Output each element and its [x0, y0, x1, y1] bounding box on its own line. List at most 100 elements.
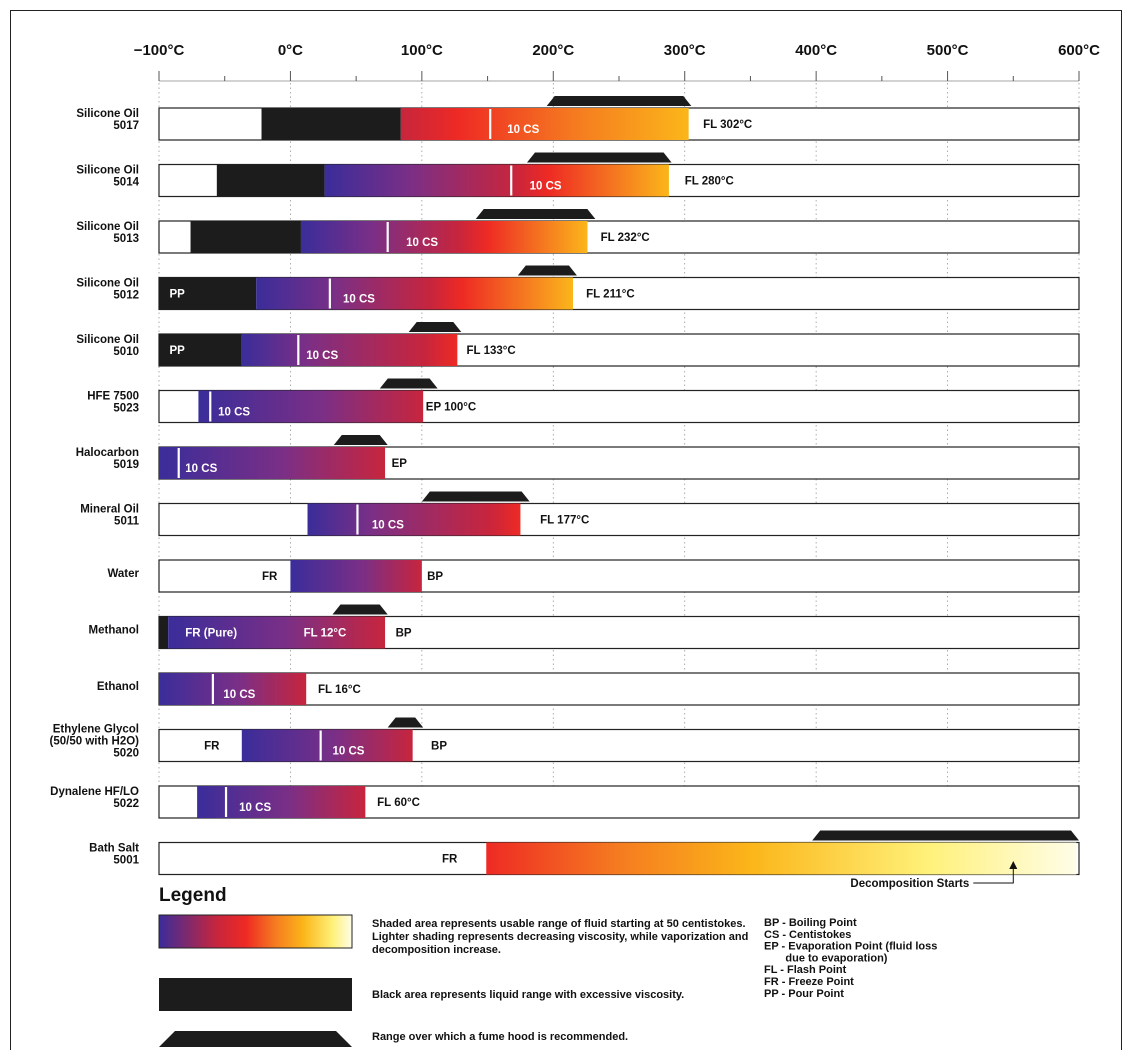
abbreviation-item: due to evaporation) — [764, 952, 888, 964]
excess-viscosity-range — [190, 221, 301, 253]
bar-label: FL 60°C — [377, 797, 420, 809]
bar-label: FL 16°C — [318, 684, 361, 696]
bar-label: FL 211°C — [586, 289, 635, 301]
bar-label: PP — [191, 176, 207, 188]
bar-label: PP — [233, 119, 249, 131]
bar-label: 10 CS — [343, 294, 375, 306]
usable-range — [198, 390, 424, 423]
fluid-name: 5012 — [113, 290, 139, 302]
bar-label: 10 CS — [185, 463, 217, 475]
abbreviation-item: BP - Boiling Point — [764, 917, 857, 929]
fluid-name: Halocarbon — [76, 447, 139, 459]
fume-hood-mark — [332, 604, 388, 615]
fluid-name: 5014 — [113, 177, 139, 189]
bar-label: PP — [170, 232, 186, 244]
excess-viscosity-range — [159, 334, 242, 366]
usable-range — [168, 616, 386, 649]
usable-range — [256, 277, 573, 310]
abbreviation-item: FL - Flash Point — [764, 964, 847, 976]
axis-tick-label: 600°C — [1058, 42, 1100, 59]
legend-text: Range over which a fume hood is recommen… — [372, 1031, 628, 1043]
fluid-name: 5017 — [113, 120, 139, 132]
fluid-name: 5010 — [113, 346, 139, 358]
fluid-name: 5001 — [113, 855, 139, 867]
fume-hood-mark — [387, 717, 424, 728]
bar-label: BP — [396, 628, 412, 640]
bar-label: FL 12°C — [304, 628, 347, 640]
abbreviation-item: PP - Pour Point — [764, 988, 844, 1000]
fluid-name: Water — [107, 568, 139, 580]
annotation-arrow-head — [1009, 861, 1018, 869]
fluid-name: 5013 — [113, 233, 139, 245]
legend-swatch-hood — [159, 1031, 352, 1047]
usable-range — [324, 164, 669, 197]
bar-outline — [158, 672, 1080, 706]
fluid-name: 5023 — [113, 403, 139, 415]
fume-hood-mark — [379, 378, 438, 389]
legend-text: Black area represents liquid range with … — [372, 989, 684, 1001]
axis-tick-label: 100°C — [401, 42, 443, 59]
chart-frame: −100°C 0°C 100°C 200°C 300°C 400°C 500°C 600°C P… — [10, 10, 1122, 1050]
fluid-name: 5011 — [114, 516, 140, 528]
bar-label: 10 CS — [218, 407, 250, 419]
usable-range — [241, 729, 413, 762]
fluid-name: Silicone Oil — [76, 108, 139, 120]
bar-label: FR (Pure) — [185, 628, 237, 640]
usable-range — [486, 842, 1077, 875]
fluid-name: HFE 7500 — [87, 391, 139, 403]
bar-label: PP — [170, 289, 186, 301]
bar-label: FL 133°C — [467, 345, 516, 357]
fluid-name: Mineral Oil — [80, 504, 139, 516]
abbreviation-item: EP - Evaporation Point (fluid loss — [764, 941, 937, 953]
usable-range — [400, 108, 689, 140]
axis-tick-label: 500°C — [927, 42, 969, 59]
bar-label: 10 CS — [507, 124, 539, 136]
fluid-name: Dynalene HF/LO — [50, 786, 139, 798]
fume-hood-mark — [517, 265, 577, 276]
excess-viscosity-range — [216, 164, 325, 197]
bar-label: 10 CS — [306, 350, 338, 362]
annotation-label: Decomposition Starts — [850, 878, 969, 890]
fluid-name: 5020 — [113, 748, 139, 760]
bar-outline — [158, 502, 1080, 537]
fume-hood-mark — [812, 830, 1079, 841]
fluid-name: Silicone Oil — [76, 165, 139, 177]
bar-label: 10 CS — [223, 689, 255, 701]
axis-tick-label: 300°C — [664, 42, 706, 59]
usable-range — [290, 560, 422, 592]
bar-label: FR — [442, 854, 458, 866]
fluid-name: Ethanol — [97, 681, 139, 693]
bar-label: BP — [431, 741, 447, 753]
axis-tick-label: −100°C — [134, 42, 185, 59]
fluid-name: Bath Salt — [89, 843, 139, 855]
excess-viscosity-range — [261, 108, 401, 140]
bar-label: BP — [427, 571, 443, 583]
fluid-temperature-chart: −100°C 0°C 100°C 200°C 300°C 400°C 500°C 600°C P… — [50, 42, 1100, 1047]
legend-text: decomposition increase. — [372, 944, 501, 956]
abbreviation-item: CS - Centistokes — [764, 929, 851, 941]
axis-tick-label: 200°C — [532, 42, 574, 59]
bar-label: 10 CS — [372, 520, 404, 532]
fluid-name: 5022 — [113, 798, 139, 810]
usable-range — [241, 334, 458, 366]
axis-tick-label: 0°C — [278, 42, 303, 59]
legend-text: Shaded area represents usable range of f… — [372, 918, 746, 930]
bar-label: FR — [262, 571, 278, 583]
excess-viscosity-range — [159, 616, 169, 649]
abbreviation-item: FR - Freeze Point — [764, 976, 854, 988]
legend-swatch-black — [159, 978, 352, 1011]
fume-hood-mark — [546, 96, 692, 106]
bar-label: FL 232°C — [601, 232, 650, 244]
excess-viscosity-range — [159, 277, 257, 310]
usable-range — [159, 673, 307, 705]
usable-range — [300, 221, 588, 253]
fume-hood-mark — [475, 209, 596, 219]
fume-hood-mark — [333, 435, 388, 445]
fluid-name: Silicone Oil — [76, 278, 139, 290]
usable-range — [307, 503, 521, 536]
bar-label: 10 CS — [332, 746, 364, 758]
fume-hood-mark — [408, 322, 462, 332]
fluid-name: Silicone Oil — [76, 221, 139, 233]
fume-hood-mark — [527, 152, 672, 163]
fluid-name: Ethylene Glycol — [53, 724, 139, 736]
